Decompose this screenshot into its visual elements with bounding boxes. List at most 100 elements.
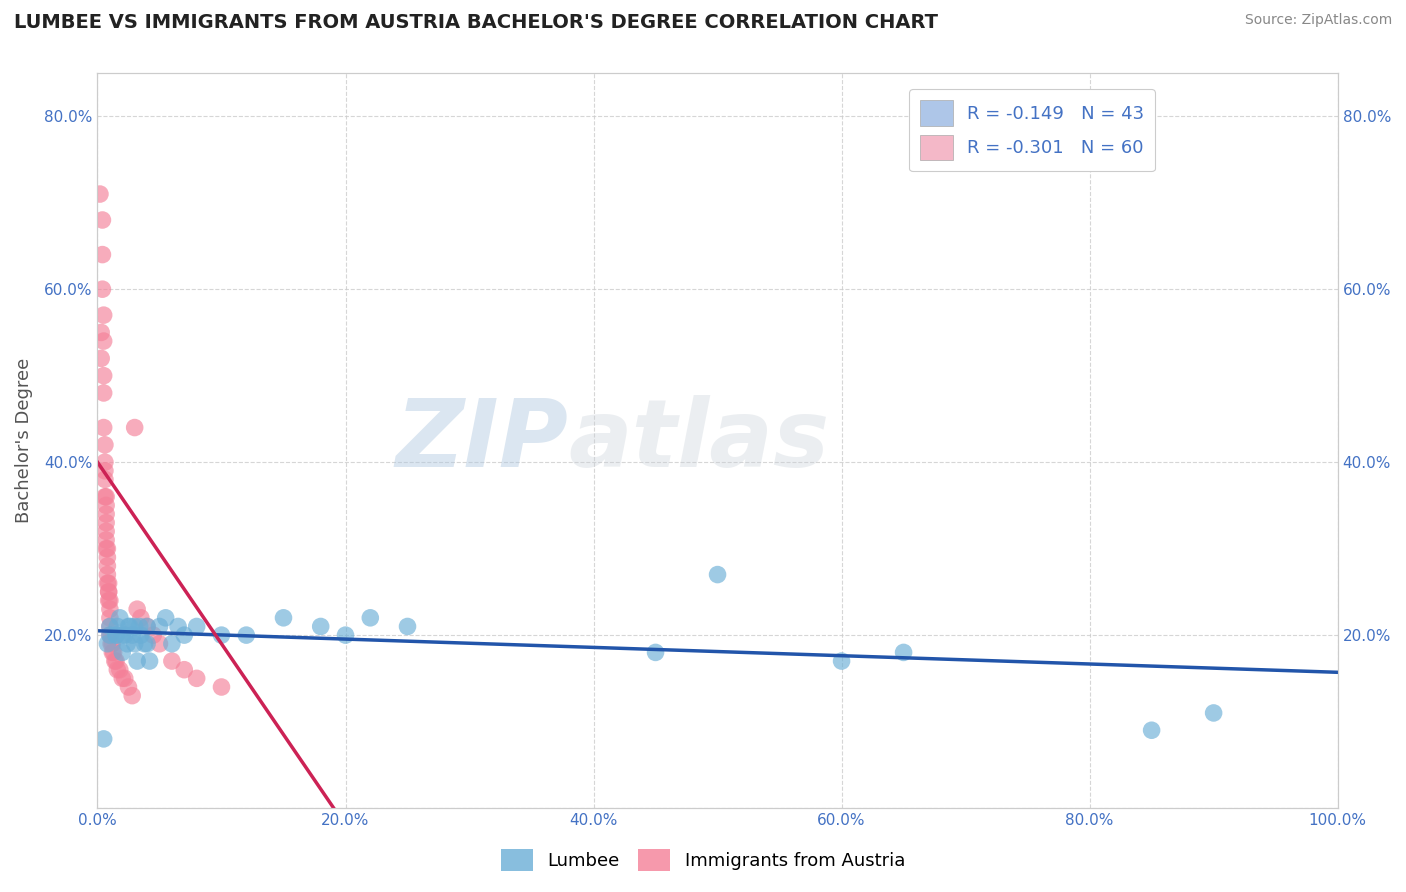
Point <box>97 593 120 607</box>
Point <box>142 628 165 642</box>
Point <box>101 645 124 659</box>
Point <box>235 628 257 642</box>
Point <box>94 472 117 486</box>
Point <box>127 654 149 668</box>
Point <box>118 619 141 633</box>
Point <box>97 585 120 599</box>
Point <box>93 334 115 348</box>
Point <box>91 282 114 296</box>
Point <box>91 247 114 261</box>
Y-axis label: Bachelor's Degree: Bachelor's Degree <box>15 358 32 523</box>
Point <box>105 663 128 677</box>
Point <box>121 628 143 642</box>
Point <box>160 637 183 651</box>
Point <box>96 516 118 530</box>
Point <box>96 637 118 651</box>
Point <box>148 637 170 651</box>
Point <box>93 368 115 383</box>
Point <box>644 645 666 659</box>
Text: Source: ZipAtlas.com: Source: ZipAtlas.com <box>1244 13 1392 28</box>
Point <box>94 490 117 504</box>
Point <box>105 628 128 642</box>
Point <box>160 654 183 668</box>
Point <box>93 420 115 434</box>
Legend: Lumbee, Immigrants from Austria: Lumbee, Immigrants from Austria <box>494 842 912 879</box>
Point <box>121 689 143 703</box>
Point <box>111 671 134 685</box>
Point <box>94 438 117 452</box>
Point <box>117 680 139 694</box>
Point <box>706 567 728 582</box>
Point <box>108 663 131 677</box>
Point <box>359 611 381 625</box>
Point <box>96 576 118 591</box>
Point <box>155 611 177 625</box>
Point <box>93 308 115 322</box>
Point <box>831 654 853 668</box>
Point <box>97 585 120 599</box>
Point <box>98 619 121 633</box>
Point <box>96 541 118 556</box>
Text: ZIP: ZIP <box>396 394 569 486</box>
Point <box>129 611 152 625</box>
Point <box>136 637 159 651</box>
Point <box>96 490 118 504</box>
Point <box>273 611 295 625</box>
Point <box>91 213 114 227</box>
Point <box>186 619 208 633</box>
Point <box>396 619 419 633</box>
Point <box>186 671 208 685</box>
Point <box>111 645 134 659</box>
Point <box>173 628 195 642</box>
Point <box>136 619 159 633</box>
Point <box>98 611 121 625</box>
Point <box>893 645 915 659</box>
Point <box>90 326 112 340</box>
Point <box>128 619 150 633</box>
Point <box>96 541 118 556</box>
Point <box>105 628 128 642</box>
Point <box>93 731 115 746</box>
Point <box>96 524 118 539</box>
Legend: R = -0.149   N = 43, R = -0.301   N = 60: R = -0.149 N = 43, R = -0.301 N = 60 <box>910 89 1154 171</box>
Point <box>89 187 111 202</box>
Point <box>97 576 120 591</box>
Text: LUMBEE VS IMMIGRANTS FROM AUSTRIA BACHELOR'S DEGREE CORRELATION CHART: LUMBEE VS IMMIGRANTS FROM AUSTRIA BACHEL… <box>14 13 938 32</box>
Point <box>1202 706 1225 720</box>
Point <box>96 550 118 565</box>
Point <box>103 645 125 659</box>
Point <box>309 619 332 633</box>
Text: atlas: atlas <box>569 394 830 486</box>
Point <box>98 619 121 633</box>
Point <box>101 637 124 651</box>
Point <box>96 533 118 547</box>
Point <box>115 637 138 651</box>
Point <box>105 654 128 668</box>
Point <box>335 628 357 642</box>
Point <box>94 464 117 478</box>
Point <box>111 628 134 642</box>
Point <box>105 619 128 633</box>
Point <box>96 567 118 582</box>
Point <box>1140 723 1163 738</box>
Point <box>114 628 136 642</box>
Point <box>96 499 118 513</box>
Point <box>167 619 190 633</box>
Point <box>98 628 121 642</box>
Point <box>211 680 233 694</box>
Point <box>124 637 146 651</box>
Point <box>98 602 121 616</box>
Point <box>90 351 112 366</box>
Point <box>114 671 136 685</box>
Point <box>138 654 160 668</box>
Point <box>98 628 121 642</box>
Point <box>211 628 233 642</box>
Point <box>93 386 115 401</box>
Point <box>94 455 117 469</box>
Point <box>108 611 131 625</box>
Point <box>104 654 127 668</box>
Point <box>148 619 170 633</box>
Point <box>96 507 118 521</box>
Point <box>124 420 146 434</box>
Point <box>129 628 152 642</box>
